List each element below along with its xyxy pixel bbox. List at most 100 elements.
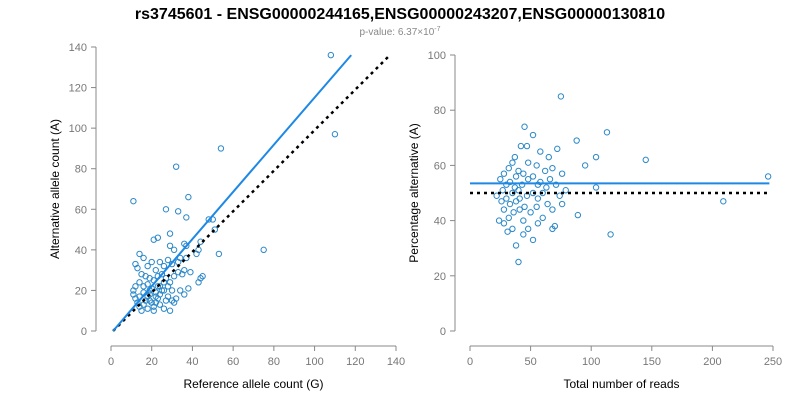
- right-data-point: [493, 192, 500, 199]
- left-x-tick-label: 100: [305, 356, 323, 368]
- left-y-tick-label: 0: [81, 326, 87, 338]
- right-x-tick-label: 250: [764, 356, 782, 368]
- left-reference-line: [112, 56, 389, 332]
- right-data-point: [515, 187, 522, 194]
- right-data-point: [545, 153, 552, 161]
- right-data-point: [500, 170, 508, 177]
- right-data-point: [549, 164, 556, 172]
- right-y-tick-label: 100: [428, 50, 446, 62]
- right-data-point: [521, 203, 528, 211]
- percentage-scatter: 0 50 100 150 200 250 0 20 40 60 80 100 Total number …: [407, 50, 782, 391]
- right-data-point: [510, 209, 517, 216]
- left-data-point: [170, 299, 178, 306]
- left-data-point: [172, 163, 180, 170]
- left-data-point: [170, 273, 178, 280]
- left-y-axis-label: Alternative allele count (A): [48, 119, 62, 259]
- left-data-point: [183, 242, 190, 250]
- left-data-point: [130, 287, 137, 294]
- left-data-point: [166, 230, 174, 237]
- right-data-point: [533, 162, 540, 169]
- right-data-point: [557, 93, 565, 100]
- right-data-point: [539, 214, 546, 222]
- right-data-point: [524, 176, 532, 183]
- left-data-point: [166, 307, 174, 314]
- right-data-point: [520, 217, 527, 224]
- left-data-point: [211, 226, 219, 233]
- right-data-point: [503, 181, 510, 188]
- right-data-point: [515, 167, 522, 175]
- left-data-point: [146, 291, 153, 298]
- right-data-point: [720, 198, 727, 205]
- left-data-point: [140, 283, 147, 290]
- right-y-tick-label: 20: [434, 271, 446, 283]
- left-data-point: [168, 287, 176, 294]
- left-data-point: [136, 279, 143, 286]
- allele-count-scatter: 0 20 40 60 80 100 120 140 0 20 40 60 80 100 120 140 Refe…: [48, 42, 405, 391]
- left-data-point: [181, 266, 188, 274]
- right-data-point: [495, 217, 503, 224]
- left-data-point: [146, 297, 153, 304]
- p-value-exponent: -7: [434, 26, 440, 33]
- right-data-point: [503, 195, 510, 202]
- right-data-point: [529, 236, 537, 244]
- left-x-tick-label: 0: [108, 356, 114, 368]
- left-data-point: [181, 291, 188, 298]
- left-data-point: [183, 214, 190, 221]
- right-data-point: [500, 206, 508, 213]
- left-data-point: [164, 283, 172, 290]
- left-data-point: [144, 305, 151, 312]
- p-value-label: p-value: 6.37×10-7: [359, 26, 440, 38]
- left-data-point: [160, 287, 168, 294]
- left-data-point: [134, 264, 141, 272]
- left-data-point: [193, 250, 200, 258]
- right-x-tick-label: 150: [643, 356, 661, 368]
- right-data-point: [558, 170, 566, 177]
- left-data-point: [144, 262, 151, 270]
- left-x-tick-label: 140: [387, 356, 405, 368]
- left-data-point: [205, 216, 212, 223]
- right-data-point: [533, 203, 540, 211]
- right-x-tick-label: 50: [524, 356, 536, 368]
- right-data-point: [512, 173, 520, 180]
- right-data-point: [574, 211, 582, 219]
- left-data-point: [260, 246, 267, 254]
- left-data-point: [170, 246, 178, 254]
- right-data-point: [504, 228, 511, 235]
- left-data-point: [140, 254, 147, 262]
- right-data-point: [524, 225, 532, 233]
- left-data-point: [199, 273, 206, 280]
- right-data-point: [534, 220, 542, 227]
- right-y-tick-label: 80: [434, 105, 446, 117]
- left-data-point: [181, 240, 188, 247]
- right-data-point: [520, 170, 527, 177]
- right-data-point: [592, 153, 600, 161]
- right-data-point: [505, 164, 512, 172]
- right-data-point: [554, 145, 561, 153]
- right-data-point: [499, 187, 506, 194]
- right-data-point: [549, 225, 556, 233]
- left-data-point: [160, 262, 168, 270]
- right-data-point: [500, 220, 508, 227]
- right-data-point: [511, 184, 519, 191]
- left-x-tick-label: 80: [268, 356, 280, 368]
- left-y-tick-label: 140: [69, 42, 87, 54]
- left-data-point: [164, 256, 172, 264]
- left-data-point: [158, 287, 166, 294]
- right-data-point: [497, 176, 504, 183]
- left-y-tick-label: 60: [75, 204, 87, 216]
- left-data-point: [150, 307, 157, 314]
- right-data-point: [516, 206, 523, 213]
- left-x-tick-label: 120: [346, 356, 364, 368]
- left-data-point: [158, 271, 166, 278]
- left-y-tick-label: 80: [75, 164, 87, 176]
- left-x-tick-label: 60: [227, 356, 239, 368]
- left-data-point: [185, 193, 192, 201]
- left-data-point: [217, 145, 225, 152]
- left-data-point: [327, 51, 335, 59]
- left-x-axis-label: Reference allele count (G): [183, 377, 323, 391]
- left-y-tick-label: 120: [69, 83, 87, 95]
- right-data-point: [573, 137, 580, 144]
- right-data-point: [642, 156, 649, 164]
- left-data-point: [136, 250, 143, 258]
- right-data-point: [537, 148, 544, 155]
